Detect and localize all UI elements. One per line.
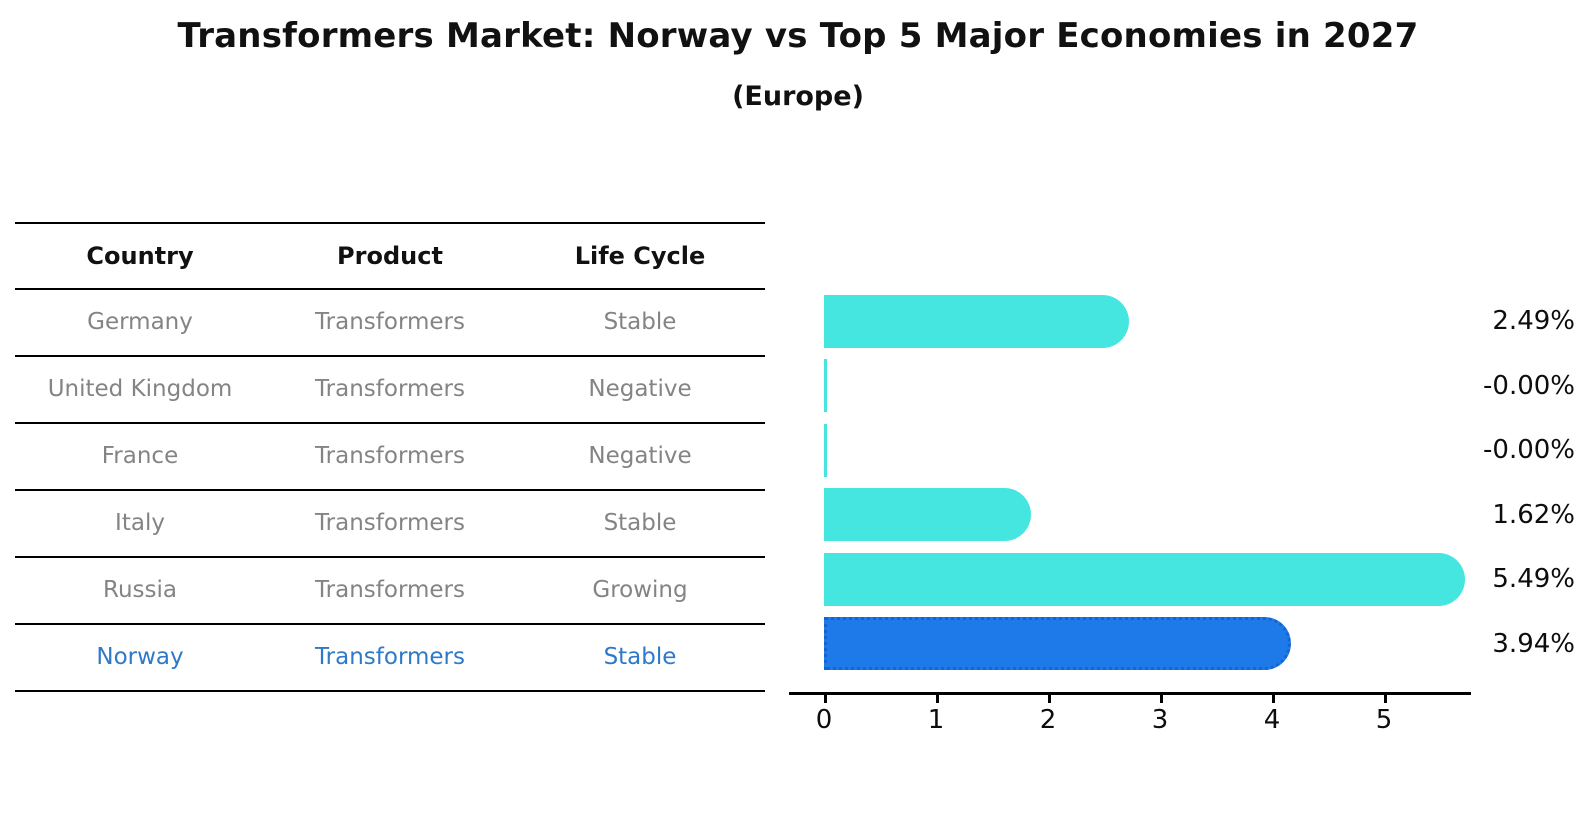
table-row: Russia Transformers Growing	[15, 556, 765, 623]
x-tick-label: 2	[1039, 705, 1057, 735]
column-header-life-cycle: Life Cycle	[574, 241, 706, 270]
cell-country: Norway	[96, 643, 184, 670]
cell-country: United Kingdom	[47, 375, 233, 402]
bar-italy	[824, 488, 1032, 541]
table-row: United Kingdom Transformers Negative	[15, 355, 765, 422]
bar-norway	[824, 617, 1292, 670]
value-label: -0.00%	[1483, 370, 1575, 401]
value-label: -0.00%	[1483, 435, 1575, 465]
cell-life-cycle: Stable	[603, 308, 677, 335]
cell-country: Germany	[87, 308, 193, 335]
table-row: France Transformers Negative	[15, 422, 765, 489]
bar-united-kingdom	[824, 359, 827, 412]
x-tick-mark	[1160, 694, 1163, 703]
chart-subtitle: (Europe)	[732, 81, 864, 112]
x-tick-label: 0	[815, 705, 833, 735]
bar-russia	[824, 552, 1465, 606]
x-tick-mark	[936, 694, 939, 703]
table-header-row: Country Product Life Cycle	[15, 222, 765, 288]
x-tick-label: 3	[1151, 705, 1169, 735]
column-header-country: Country	[86, 241, 194, 270]
cell-product: Transformers	[315, 576, 465, 603]
x-tick-mark	[1384, 694, 1387, 703]
value-label: 1.62%	[1492, 499, 1575, 530]
table-row: Norway Transformers Stable	[15, 623, 765, 690]
column-header-product: Product	[337, 241, 443, 270]
table-row: Germany Transformers Stable	[15, 288, 765, 355]
x-tick-mark	[1048, 694, 1051, 703]
x-tick-mark	[1272, 694, 1275, 703]
cell-product: Transformers	[315, 643, 465, 670]
cell-country: Italy	[115, 509, 165, 536]
country-table: Country Product Life Cycle Germany Trans…	[15, 222, 765, 692]
value-label: 2.49%	[1492, 306, 1575, 336]
cell-country: Russia	[103, 576, 177, 603]
cell-life-cycle: Negative	[588, 442, 692, 469]
table-row: Italy Transformers Stable	[15, 489, 765, 556]
x-tick-label: 4	[1263, 705, 1281, 735]
cell-country: France	[101, 442, 179, 469]
cell-product: Transformers	[315, 442, 465, 469]
cell-product: Transformers	[315, 375, 465, 402]
cell-life-cycle: Negative	[588, 375, 692, 402]
cell-product: Transformers	[315, 308, 465, 335]
x-tick-label: 1	[927, 705, 945, 735]
cell-life-cycle: Growing	[592, 576, 688, 603]
value-label: 5.49%	[1492, 564, 1575, 594]
table-body: Germany Transformers Stable United Kingd…	[15, 288, 765, 690]
x-tick-label: 5	[1375, 705, 1393, 735]
x-axis-line	[789, 692, 1471, 695]
cell-life-cycle: Stable	[603, 509, 677, 536]
bar-france	[824, 423, 827, 477]
bar-germany	[824, 294, 1129, 348]
x-tick-mark	[824, 694, 827, 703]
cell-life-cycle: Stable	[603, 643, 677, 670]
value-label: 3.94%	[1492, 628, 1575, 659]
cell-product: Transformers	[315, 509, 465, 536]
chart-title: Transformers Market: Norway vs Top 5 Maj…	[177, 16, 1419, 56]
